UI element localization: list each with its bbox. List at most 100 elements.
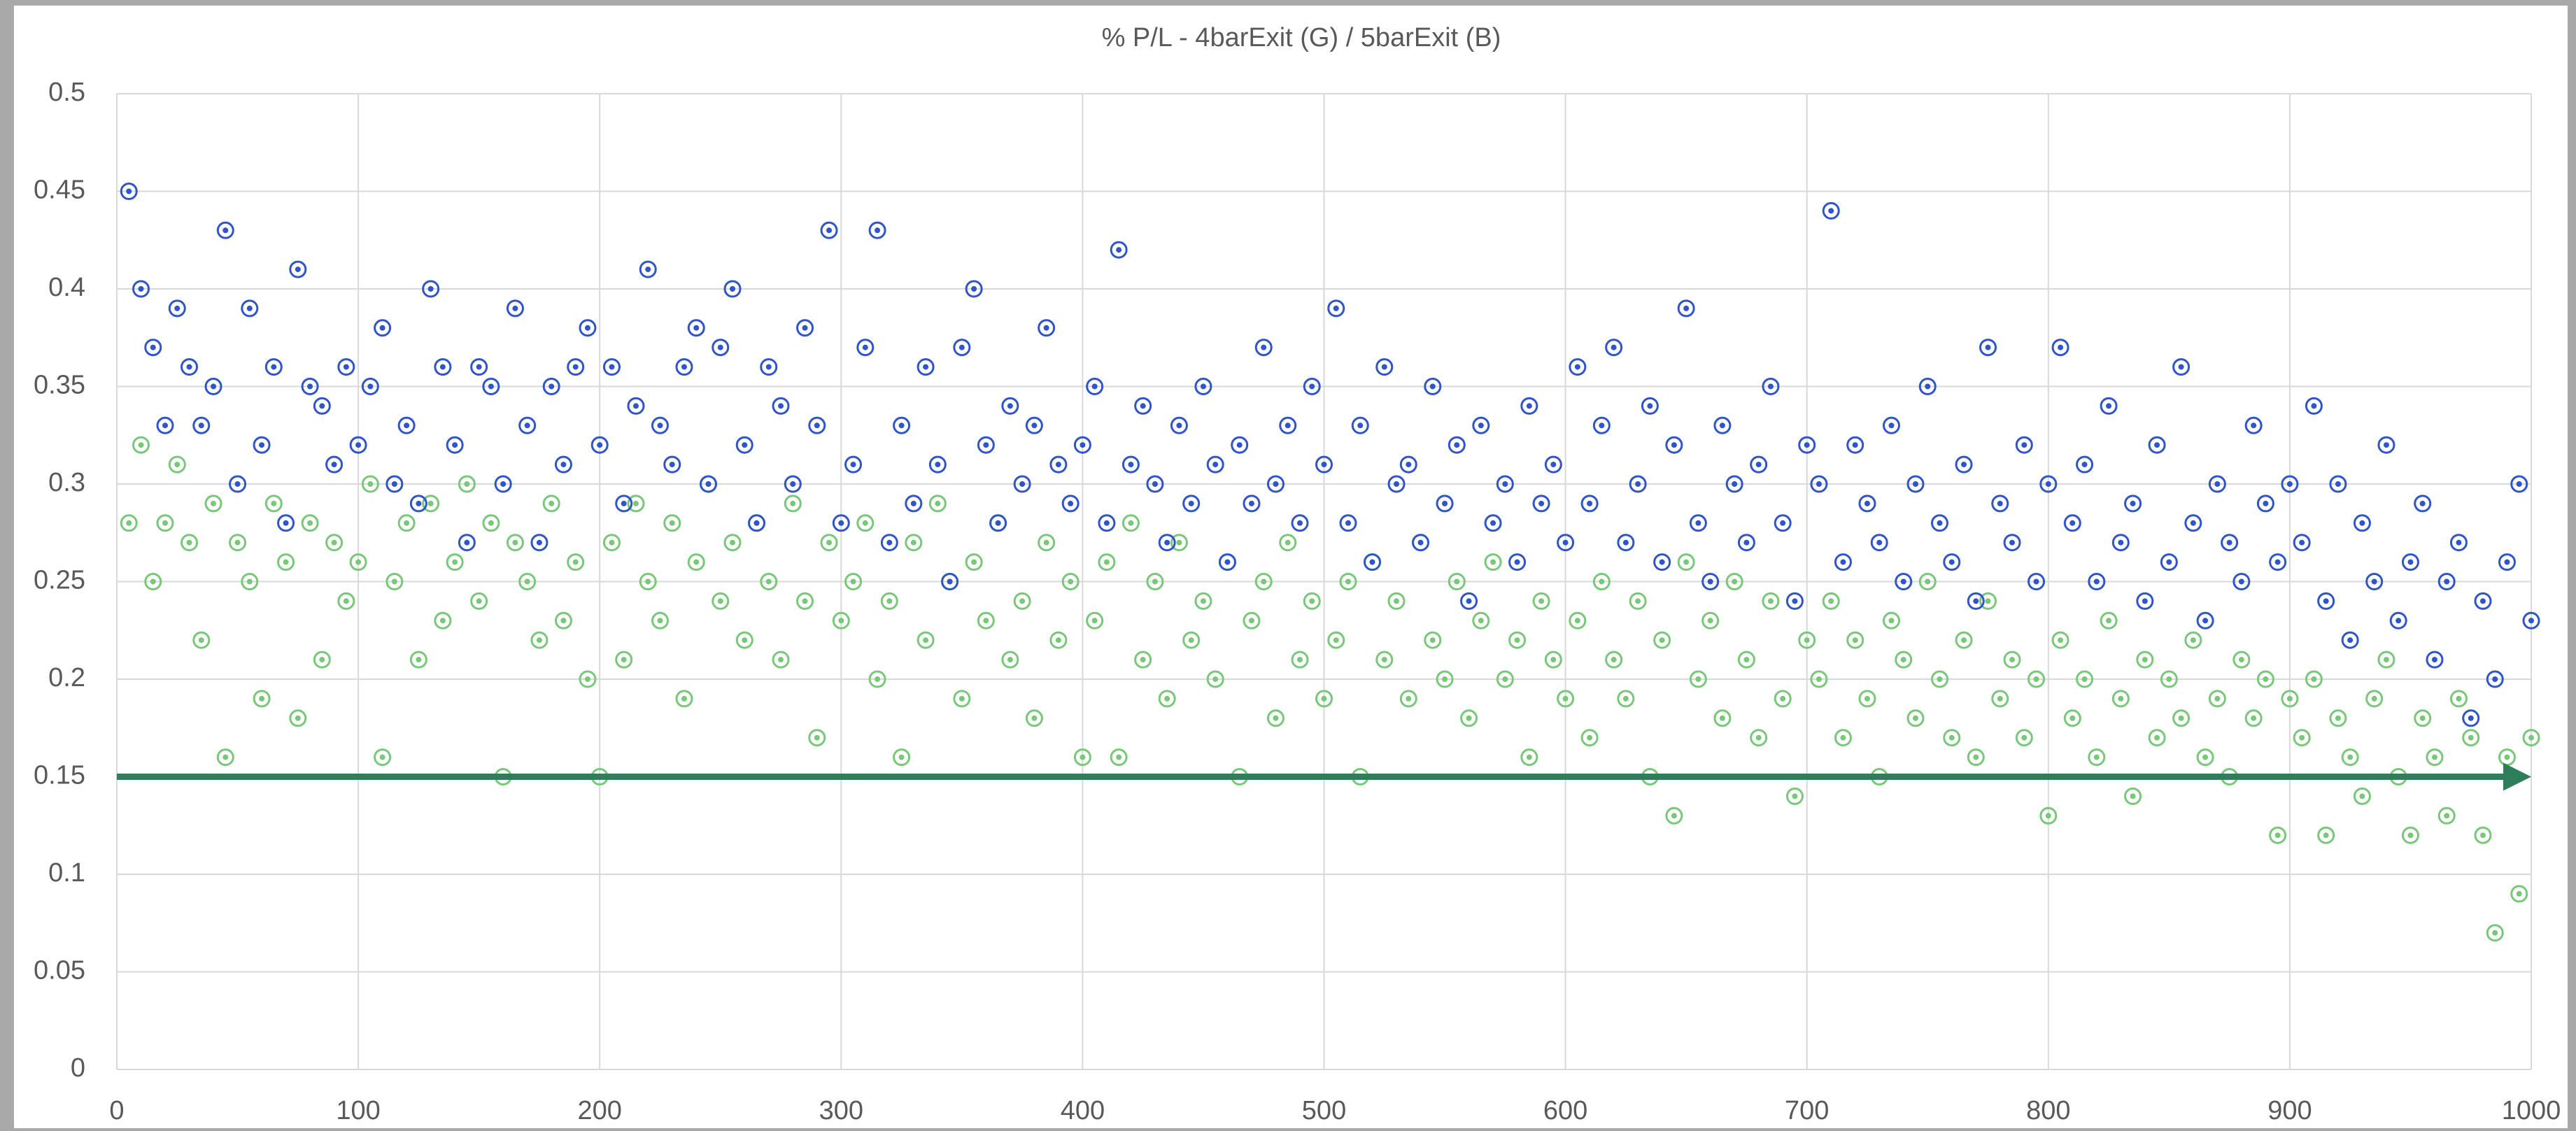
point bbox=[132, 280, 150, 298]
point bbox=[1110, 241, 1128, 259]
point bbox=[253, 436, 271, 454]
point bbox=[132, 436, 150, 454]
point-dot bbox=[1816, 481, 1822, 487]
point bbox=[385, 573, 404, 590]
point-dot bbox=[2419, 500, 2426, 506]
point-ring bbox=[434, 611, 452, 629]
point-ring bbox=[1580, 729, 1599, 747]
point-ring bbox=[1569, 358, 1587, 376]
point-ring bbox=[1557, 690, 1575, 708]
point bbox=[2269, 826, 2287, 844]
point-ring bbox=[1049, 455, 1068, 474]
point-ring bbox=[506, 534, 524, 552]
point bbox=[1617, 690, 1635, 708]
point-ring bbox=[1520, 748, 1538, 767]
point-dot bbox=[2238, 657, 2244, 663]
point bbox=[1629, 592, 1647, 610]
point-dot bbox=[1622, 539, 1629, 546]
point-dot bbox=[1671, 442, 1677, 448]
point bbox=[1448, 436, 1466, 454]
point bbox=[1086, 611, 1104, 629]
point-dot bbox=[790, 481, 796, 487]
point-dot bbox=[404, 422, 410, 429]
point bbox=[856, 514, 875, 532]
point-ring bbox=[1580, 495, 1599, 513]
point-ring bbox=[313, 397, 331, 415]
point bbox=[542, 495, 560, 513]
point-ring bbox=[1822, 592, 1840, 610]
point bbox=[1436, 670, 1454, 688]
point bbox=[856, 339, 875, 357]
point-dot bbox=[1948, 734, 1955, 741]
point bbox=[325, 455, 344, 474]
point-ring bbox=[1701, 573, 1720, 590]
point-dot bbox=[2190, 520, 2196, 526]
point-dot bbox=[1454, 578, 1460, 585]
point-ring bbox=[1098, 514, 1116, 532]
point-dot bbox=[1164, 539, 1170, 546]
point-dot bbox=[2021, 734, 2027, 741]
point-dot bbox=[536, 539, 542, 546]
point-dot bbox=[1055, 462, 1061, 468]
point bbox=[1375, 358, 1394, 376]
point-dot bbox=[355, 559, 362, 565]
point bbox=[229, 534, 247, 552]
point bbox=[2003, 650, 2021, 669]
point-dot bbox=[1406, 462, 1412, 468]
point-ring bbox=[1364, 553, 1382, 571]
point-ring bbox=[120, 514, 138, 532]
point-ring bbox=[1520, 397, 1538, 415]
point-ring bbox=[2136, 650, 2154, 669]
point bbox=[893, 748, 911, 767]
point-dot bbox=[464, 481, 470, 487]
point-ring bbox=[699, 475, 717, 493]
point-ring bbox=[1629, 592, 1647, 610]
point-ring bbox=[1785, 592, 1804, 610]
point bbox=[639, 573, 657, 590]
point-ring bbox=[760, 573, 778, 590]
point-ring bbox=[2462, 709, 2480, 727]
x-tick-label: 800 bbox=[2026, 1096, 2070, 1125]
point-dot bbox=[319, 657, 325, 663]
point-ring bbox=[2365, 690, 2384, 708]
point-ring bbox=[1194, 592, 1212, 610]
point-dot bbox=[923, 637, 929, 643]
point-dot bbox=[2407, 559, 2414, 565]
point-ring bbox=[2449, 534, 2468, 552]
point-ring bbox=[144, 573, 162, 590]
point-ring bbox=[796, 592, 814, 610]
point bbox=[1822, 592, 1840, 610]
point-dot bbox=[1852, 442, 1858, 448]
point-ring bbox=[1798, 631, 1816, 649]
point bbox=[2063, 709, 2081, 727]
point bbox=[2389, 611, 2407, 629]
point-dot bbox=[898, 422, 905, 429]
point bbox=[2281, 690, 2299, 708]
point-dot bbox=[2383, 442, 2389, 448]
point bbox=[2377, 650, 2395, 669]
point-dot bbox=[862, 344, 868, 350]
y-tick-label: 0.5 bbox=[48, 78, 85, 107]
point-ring bbox=[1737, 650, 1755, 669]
point bbox=[2208, 475, 2226, 493]
point-ring bbox=[446, 436, 464, 454]
point-ring bbox=[1991, 690, 2009, 708]
point-dot bbox=[1296, 657, 1303, 663]
point bbox=[880, 592, 898, 610]
point bbox=[1375, 650, 1394, 669]
point bbox=[2136, 650, 2154, 669]
point-dot bbox=[1031, 422, 1038, 429]
point bbox=[241, 573, 259, 590]
point-dot bbox=[2528, 734, 2534, 741]
point-dot bbox=[765, 578, 772, 585]
point-dot bbox=[1840, 734, 1846, 741]
point-dot bbox=[1683, 305, 1690, 311]
y-tick-label: 0.4 bbox=[48, 273, 85, 302]
point-ring bbox=[229, 475, 247, 493]
point-ring bbox=[192, 631, 211, 649]
point-dot bbox=[1296, 520, 1303, 526]
point-dot bbox=[1345, 520, 1352, 526]
x-tick-label: 300 bbox=[819, 1096, 863, 1125]
point bbox=[1918, 378, 1937, 395]
point-dot bbox=[1755, 462, 1762, 468]
